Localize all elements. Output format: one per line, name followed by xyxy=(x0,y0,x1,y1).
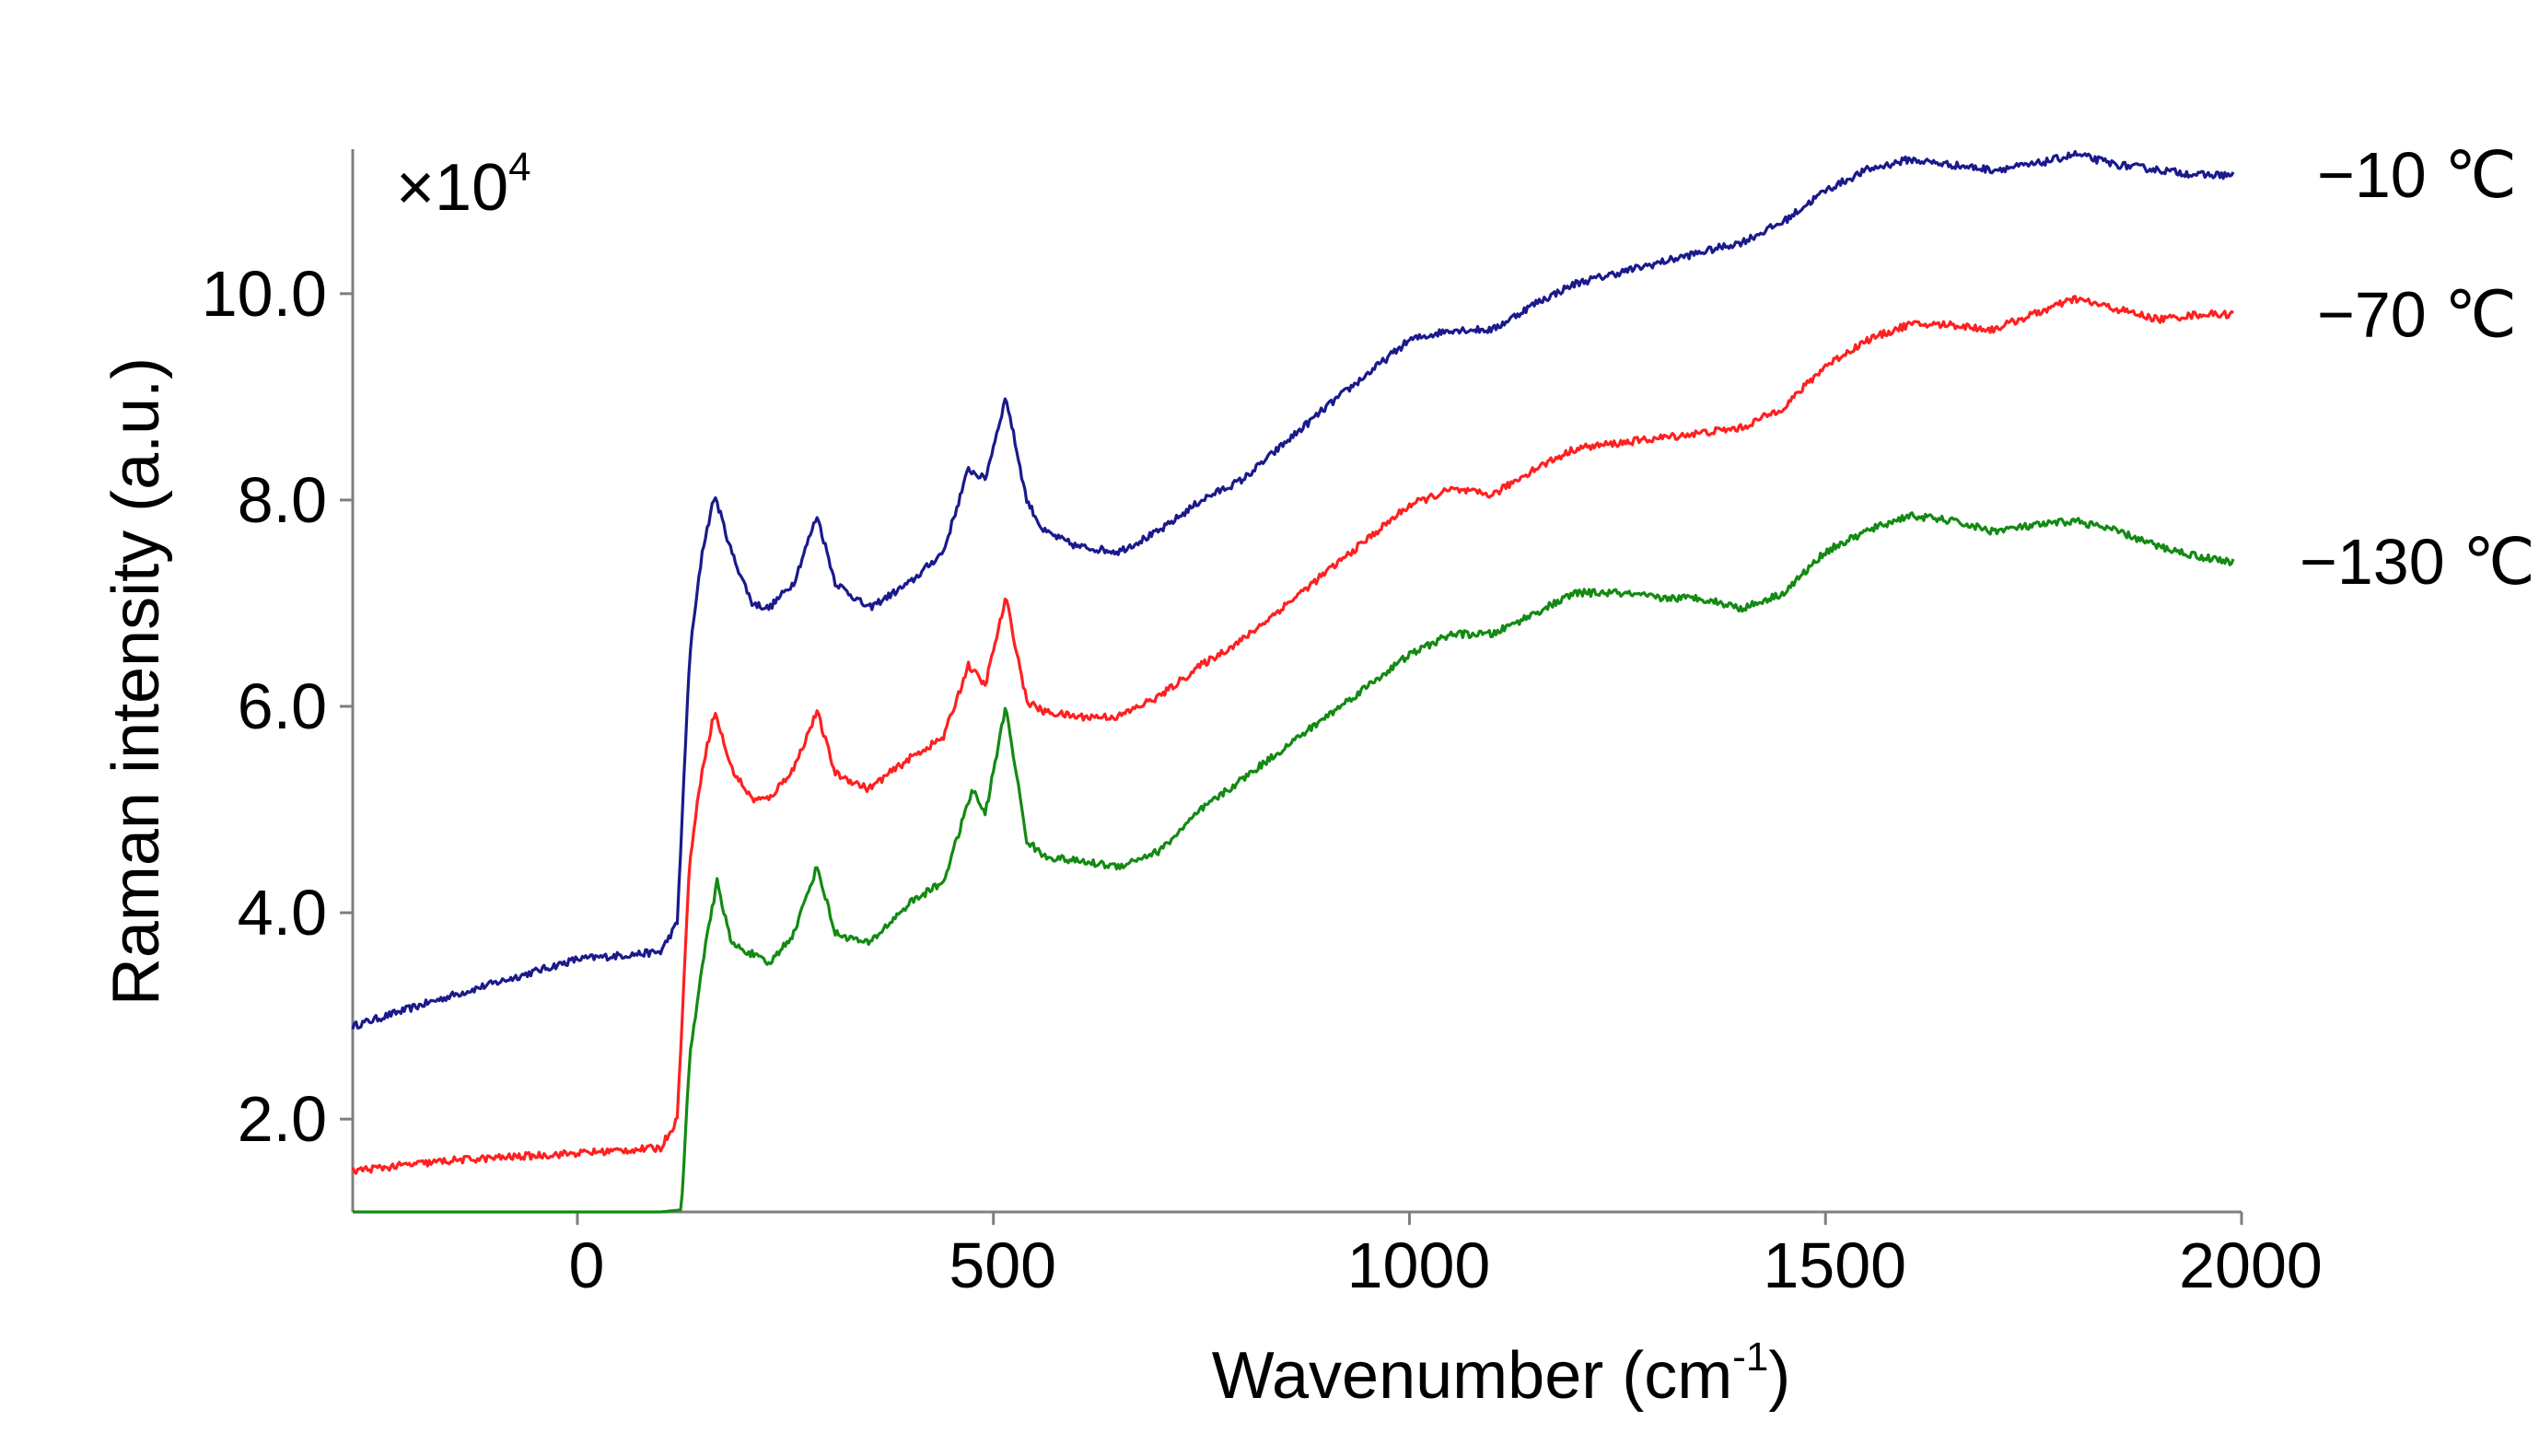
x-tick-label: 1500 xyxy=(1763,1229,1906,1301)
x-tick-label: 500 xyxy=(949,1229,1056,1301)
multiplier-label: ×104 xyxy=(396,145,531,225)
y-tick-label: 6.0 xyxy=(238,670,327,742)
y-tick-label: 10.0 xyxy=(202,258,327,330)
x-tick-label: 1000 xyxy=(1347,1229,1491,1301)
x-axis-title-superscript: -1 xyxy=(1732,1334,1768,1380)
y-tick-label: 2.0 xyxy=(238,1083,327,1155)
axes xyxy=(351,149,2242,1214)
series-lines xyxy=(351,149,2235,1214)
series-line-minus-70c xyxy=(351,295,2235,1175)
series-line-minus-10c xyxy=(351,149,2235,1030)
y-tick-label: 4.0 xyxy=(238,877,327,949)
series-label-minus-130c: −130 ℃ xyxy=(2300,526,2535,598)
multiplier-exponent: 4 xyxy=(508,145,530,190)
ticks: 0 500 1000 1500 2000 2.0 4.0 6.0 8.0 10.0 xyxy=(202,258,2323,1301)
y-axis-title: Raman intensity (a.u.) xyxy=(99,357,173,1006)
x-tick-label: 0 xyxy=(568,1229,604,1301)
series-label-minus-10c: −10 ℃ xyxy=(2317,139,2517,211)
x-axis-title: Wavenumber (cm-1) xyxy=(1212,1334,1791,1413)
y-tick-label: 8.0 xyxy=(238,464,327,536)
series-label-minus-70c: −70 ℃ xyxy=(2317,278,2517,350)
series-line-minus-130c xyxy=(353,511,2235,1214)
series-labels: −10 ℃ −70 ℃ −130 ℃ xyxy=(2300,139,2535,598)
x-axis-title-tail: ) xyxy=(1768,1339,1790,1413)
x-tick-label: 2000 xyxy=(2179,1229,2323,1301)
